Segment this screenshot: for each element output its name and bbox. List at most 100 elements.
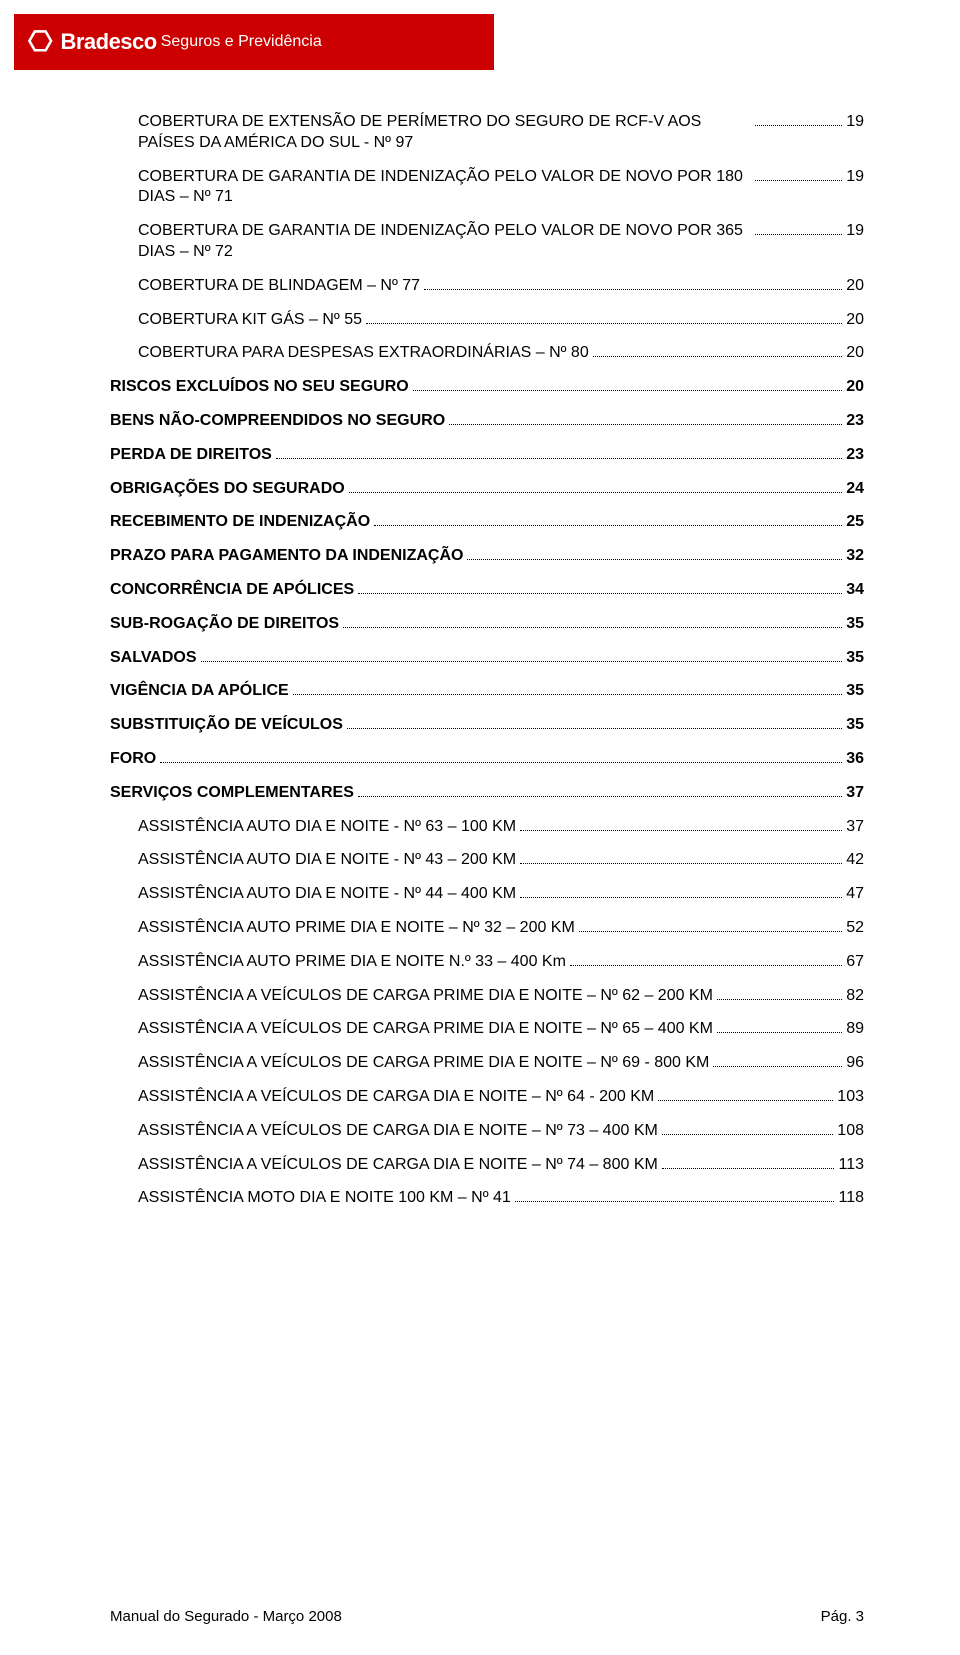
toc-leader-dots <box>662 1168 835 1169</box>
toc-entry-page: 37 <box>846 783 864 804</box>
toc-entry: PRAZO PARA PAGAMENTO DA INDENIZAÇÃO 32 <box>110 546 864 567</box>
toc-entry-label: ASSISTÊNCIA MOTO DIA E NOITE 100 KM – Nº… <box>110 1188 511 1209</box>
toc-entry-label: COBERTURA DE GARANTIA DE INDENIZAÇÃO PEL… <box>110 167 751 209</box>
toc-entry-label: ASSISTÊNCIA A VEÍCULOS DE CARGA PRIME DI… <box>110 986 713 1007</box>
toc-entry-label: ASSISTÊNCIA A VEÍCULOS DE CARGA PRIME DI… <box>110 1053 709 1074</box>
toc-entry: ASSISTÊNCIA A VEÍCULOS DE CARGA DIA E NO… <box>110 1087 864 1108</box>
toc-leader-dots <box>358 796 842 797</box>
toc-entry: CONCORRÊNCIA DE APÓLICES 34 <box>110 580 864 601</box>
toc-entry-label: ASSISTÊNCIA AUTO DIA E NOITE - Nº 44 – 4… <box>110 884 516 905</box>
toc-entry-label: CONCORRÊNCIA DE APÓLICES <box>110 580 354 601</box>
toc-entry-label: PRAZO PARA PAGAMENTO DA INDENIZAÇÃO <box>110 546 463 567</box>
toc-leader-dots <box>520 897 842 898</box>
toc-entry: RECEBIMENTO DE INDENIZAÇÃO 25 <box>110 512 864 533</box>
footer-left: Manual do Segurado - Março 2008 <box>110 1608 342 1625</box>
toc-leader-dots <box>717 1032 842 1033</box>
toc-leader-dots <box>593 356 842 357</box>
toc-entry: ASSISTÊNCIA A VEÍCULOS DE CARGA DIA E NO… <box>110 1155 864 1176</box>
toc-leader-dots <box>662 1134 833 1135</box>
toc-leader-dots <box>520 830 842 831</box>
brand-header: ⎔ Bradesco Seguros e Previdência <box>14 14 494 70</box>
toc-entry-page: 19 <box>846 167 864 188</box>
toc-leader-dots <box>713 1066 842 1067</box>
toc-leader-dots <box>413 390 842 391</box>
toc-entry-label: BENS NÃO-COMPREENDIDOS NO SEGURO <box>110 411 445 432</box>
toc-entry: FORO 36 <box>110 749 864 770</box>
toc-entry-label: RISCOS EXCLUÍDOS NO SEU SEGURO <box>110 377 409 398</box>
toc-entry-label: SUBSTITUIÇÃO DE VEÍCULOS <box>110 715 343 736</box>
toc-entry-label: ASSISTÊNCIA AUTO PRIME DIA E NOITE N.º 3… <box>110 952 566 973</box>
toc-entry: COBERTURA KIT GÁS – Nº 55 20 <box>110 310 864 331</box>
toc-entry: ASSISTÊNCIA A VEÍCULOS DE CARGA DIA E NO… <box>110 1121 864 1142</box>
toc-entry: SUB-ROGAÇÃO DE DIREITOS 35 <box>110 614 864 635</box>
toc-entry-page: 20 <box>846 310 864 331</box>
toc-entry-label: ASSISTÊNCIA A VEÍCULOS DE CARGA DIA E NO… <box>110 1155 658 1176</box>
toc-leader-dots <box>570 965 842 966</box>
toc-entry-label: ASSISTÊNCIA A VEÍCULOS DE CARGA DIA E NO… <box>110 1087 654 1108</box>
toc-entry: OBRIGAÇÕES DO SEGURADO 24 <box>110 479 864 500</box>
toc-entry-label: COBERTURA DE EXTENSÃO DE PERÍMETRO DO SE… <box>110 112 751 154</box>
toc-entry: COBERTURA DE EXTENSÃO DE PERÍMETRO DO SE… <box>110 112 864 154</box>
toc-entry-page: 67 <box>846 952 864 973</box>
toc-leader-dots <box>358 593 842 594</box>
toc-entry: ASSISTÊNCIA AUTO PRIME DIA E NOITE – Nº … <box>110 918 864 939</box>
page-footer: Manual do Segurado - Março 2008 Pág. 3 <box>110 1608 864 1625</box>
toc-entry-page: 20 <box>846 276 864 297</box>
toc-entry-page: 20 <box>846 343 864 364</box>
toc-entry: ASSISTÊNCIA MOTO DIA E NOITE 100 KM – Nº… <box>110 1188 864 1209</box>
toc-entry-page: 89 <box>846 1019 864 1040</box>
toc-entry-page: 52 <box>846 918 864 939</box>
toc-entry-label: ASSISTÊNCIA AUTO DIA E NOITE - Nº 63 – 1… <box>110 817 516 838</box>
toc-entry-page: 19 <box>846 221 864 242</box>
toc-entry-page: 37 <box>846 817 864 838</box>
toc-entry-page: 36 <box>846 749 864 770</box>
toc-entry-label: PERDA DE DIREITOS <box>110 445 272 466</box>
toc-entry: ASSISTÊNCIA A VEÍCULOS DE CARGA PRIME DI… <box>110 986 864 1007</box>
toc-entry-page: 118 <box>838 1188 864 1209</box>
toc-entry: VIGÊNCIA DA APÓLICE 35 <box>110 681 864 702</box>
toc-entry: SALVADOS 35 <box>110 648 864 669</box>
toc-entry-label: COBERTURA DE GARANTIA DE INDENIZAÇÃO PEL… <box>110 221 751 263</box>
toc-entry: PERDA DE DIREITOS 23 <box>110 445 864 466</box>
toc-entry-label: RECEBIMENTO DE INDENIZAÇÃO <box>110 512 370 533</box>
toc-entry-page: 42 <box>846 850 864 871</box>
toc-entry-page: 103 <box>837 1087 864 1108</box>
toc-entry-label: SUB-ROGAÇÃO DE DIREITOS <box>110 614 339 635</box>
toc-entry-label: FORO <box>110 749 156 770</box>
toc-entry-label: ASSISTÊNCIA A VEÍCULOS DE CARGA PRIME DI… <box>110 1019 713 1040</box>
toc-entry-page: 23 <box>846 445 864 466</box>
toc-entry-page: 24 <box>846 479 864 500</box>
toc-container: COBERTURA DE EXTENSÃO DE PERÍMETRO DO SE… <box>0 70 960 1209</box>
toc-entry-label: ASSISTÊNCIA AUTO PRIME DIA E NOITE – Nº … <box>110 918 575 939</box>
toc-leader-dots <box>520 863 842 864</box>
toc-entry: ASSISTÊNCIA AUTO DIA E NOITE - Nº 63 – 1… <box>110 817 864 838</box>
toc-leader-dots <box>366 323 842 324</box>
toc-leader-dots <box>201 661 843 662</box>
toc-entry-label: SALVADOS <box>110 648 197 669</box>
toc-entry-page: 47 <box>846 884 864 905</box>
toc-leader-dots <box>755 125 842 126</box>
toc-entry-page: 96 <box>846 1053 864 1074</box>
toc-leader-dots <box>579 931 842 932</box>
brand-subtitle: Seguros e Previdência <box>161 33 322 51</box>
toc-entry-page: 32 <box>846 546 864 567</box>
toc-entry: COBERTURA DE GARANTIA DE INDENIZAÇÃO PEL… <box>110 167 864 209</box>
toc-leader-dots <box>717 999 842 1000</box>
toc-entry-page: 35 <box>846 681 864 702</box>
toc-entry-page: 35 <box>846 715 864 736</box>
toc-leader-dots <box>343 627 842 628</box>
toc-entry-page: 82 <box>846 986 864 1007</box>
toc-entry-label: VIGÊNCIA DA APÓLICE <box>110 681 289 702</box>
toc-entry-label: ASSISTÊNCIA A VEÍCULOS DE CARGA DIA E NO… <box>110 1121 658 1142</box>
toc-entry-page: 20 <box>846 377 864 398</box>
toc-entry: ASSISTÊNCIA A VEÍCULOS DE CARGA PRIME DI… <box>110 1053 864 1074</box>
toc-entry-label: OBRIGAÇÕES DO SEGURADO <box>110 479 345 500</box>
toc-entry: COBERTURA PARA DESPESAS EXTRAORDINÁRIAS … <box>110 343 864 364</box>
toc-entry-page: 35 <box>846 614 864 635</box>
toc-entry-page: 23 <box>846 411 864 432</box>
toc-entry-label: COBERTURA DE BLINDAGEM – Nº 77 <box>110 276 420 297</box>
toc-leader-dots <box>515 1201 835 1202</box>
toc-leader-dots <box>349 492 843 493</box>
toc-entry-label: COBERTURA KIT GÁS – Nº 55 <box>110 310 362 331</box>
toc-leader-dots <box>449 424 842 425</box>
